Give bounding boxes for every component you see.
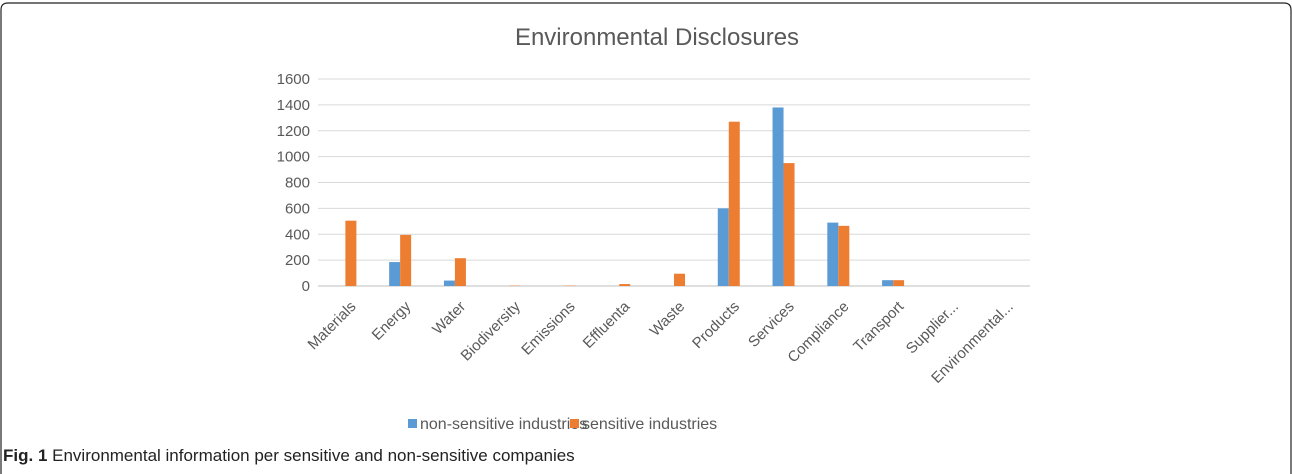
bar-non-sensitive [443,280,455,286]
legend-label: non-sensitive industries [420,416,587,433]
x-tick-label: Emissions [518,298,578,358]
bar-sensitive [674,273,685,286]
grid-lines [318,78,1030,287]
x-tick-label: Water [429,298,469,338]
bar-sensitive [728,121,740,286]
bars [345,107,905,287]
x-tick-label: Effluenta [580,298,634,352]
y-axis-ticks: 0 200 400 600 800 1000 1200 1400 1600 [277,71,310,295]
y-tick-label: 1000 [277,149,310,166]
bar-non-sensitive [882,280,894,286]
caption-label: Fig. 1 [3,446,48,465]
bar-sensitive [783,163,795,286]
y-tick-label: 0 [302,278,310,295]
y-tick-label: 200 [285,252,310,269]
y-tick-label: 1400 [277,97,310,114]
bar-non-sensitive [772,107,784,287]
bar-sensitive [838,225,850,286]
bar-sensitive [400,234,412,286]
figure-caption: Fig. 1 Environmental information per sen… [3,446,575,466]
caption-text: Environmental information per sensitive … [47,446,575,465]
x-axis-labels: Materials Energy WaterBiodiversityEmission… [305,298,1017,387]
x-tick-label: Services [745,298,798,351]
bar-non-sensitive [717,208,729,286]
bar-sensitive [893,280,905,286]
y-tick-label: 1600 [277,71,310,88]
bar-sensitive [454,258,466,286]
legend-swatch [408,419,417,428]
y-tick-label: 600 [285,200,310,217]
y-tick-label: 1200 [277,123,310,140]
legend-label: sensitive industries [582,416,717,433]
bar-sensitive [345,220,357,286]
x-tick-label: Materials [305,298,360,353]
legend-swatch [570,419,579,428]
chart-title: Environmental Disclosures [515,24,799,51]
x-tick-label: Transport [850,298,908,356]
bar-sensitive [619,284,631,286]
x-tick-label: Biodiversity [458,298,525,365]
y-tick-label: 800 [285,175,310,192]
x-tick-label: Waste [647,298,689,340]
x-tick-label: Products [689,298,743,352]
bar-non-sensitive [827,222,839,286]
x-tick-label: Energy [369,298,415,344]
y-tick-label: 400 [285,226,310,243]
bar-non-sensitive [389,262,401,286]
